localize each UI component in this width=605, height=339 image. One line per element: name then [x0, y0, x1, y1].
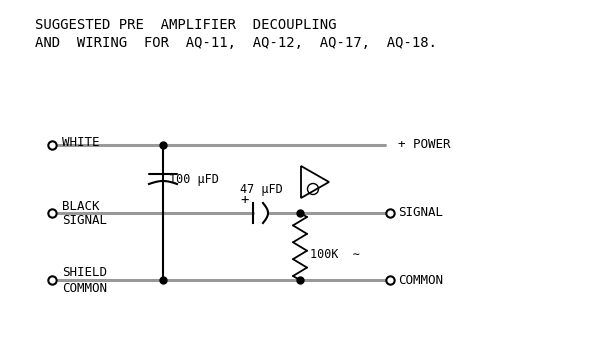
- Text: + POWER: + POWER: [398, 139, 451, 152]
- Text: 47 μFD: 47 μFD: [240, 183, 283, 196]
- Text: 100K  ∼: 100K ∼: [310, 247, 360, 260]
- Text: BLACK: BLACK: [62, 199, 99, 213]
- Text: COMMON: COMMON: [62, 281, 107, 295]
- Text: SUGGESTED PRE  AMPLIFIER  DECOUPLING: SUGGESTED PRE AMPLIFIER DECOUPLING: [35, 18, 336, 32]
- Text: WHITE: WHITE: [62, 137, 99, 149]
- Text: 100 μFD: 100 μFD: [169, 173, 219, 185]
- Text: +: +: [241, 193, 249, 207]
- Text: AND  WIRING  FOR  AQ-11,  AQ-12,  AQ-17,  AQ-18.: AND WIRING FOR AQ-11, AQ-12, AQ-17, AQ-1…: [35, 36, 437, 50]
- Text: SIGNAL: SIGNAL: [398, 206, 443, 219]
- Text: SHIELD: SHIELD: [62, 266, 107, 279]
- Text: COMMON: COMMON: [398, 274, 443, 286]
- Text: SIGNAL: SIGNAL: [62, 215, 107, 227]
